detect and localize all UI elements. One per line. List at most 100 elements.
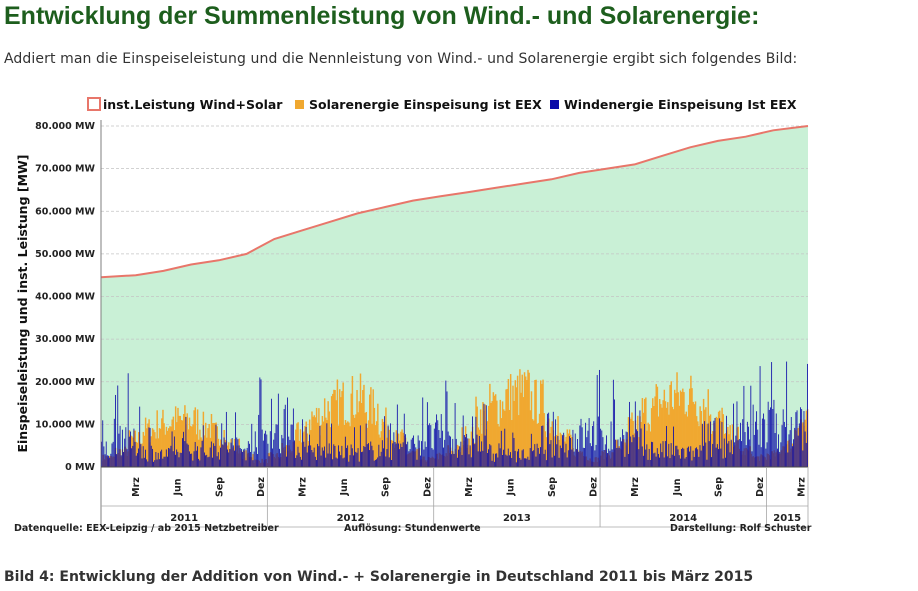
wind-bar [340, 455, 342, 467]
wind-bar [253, 451, 255, 467]
solar-bar [494, 394, 497, 467]
wind-bar [175, 454, 176, 467]
solar-bar [624, 442, 626, 467]
wind-bar [782, 409, 784, 467]
wind-bar [690, 446, 692, 467]
solar-bar [678, 405, 681, 467]
wind-bar [662, 441, 664, 467]
wind-bar [203, 452, 205, 467]
wind-bar [358, 461, 360, 467]
wind-bar [184, 441, 186, 467]
wind-bar [368, 443, 369, 467]
solar-bar [716, 417, 719, 467]
solar-bar [350, 393, 352, 467]
plot-area [101, 125, 808, 467]
solar-bar [553, 436, 556, 467]
solar-bar [670, 381, 672, 467]
solar-bar [332, 393, 334, 467]
wind-bar [625, 431, 627, 467]
wind-bar [152, 448, 153, 467]
wind-bar [200, 447, 202, 467]
wind-bar [502, 455, 503, 467]
wind-bar [733, 403, 734, 467]
wind-bar [344, 436, 346, 467]
wind-bar [451, 454, 453, 467]
wind-bar [677, 449, 679, 467]
solar-bar [338, 389, 341, 467]
solar-bar [514, 380, 517, 467]
solar-bar [491, 401, 493, 467]
wind-bar [453, 453, 455, 467]
wind-bar [693, 456, 695, 467]
wind-bar [691, 460, 693, 467]
solar-bar [416, 449, 418, 467]
y-tick-label: 50.000 MW [35, 249, 95, 260]
solar-bar [503, 409, 505, 467]
solar-bar [320, 425, 322, 467]
wind-bar [760, 447, 762, 467]
wind-bar [170, 445, 172, 467]
wind-bar [723, 438, 725, 467]
wind-bar [648, 448, 650, 467]
wind-bar [681, 449, 682, 467]
solar-bar [558, 439, 560, 467]
wind-bar [220, 447, 221, 467]
x-month-label: Jun [173, 478, 184, 496]
solar-bar [647, 422, 649, 467]
wind-bar [268, 456, 270, 467]
wind-bar [417, 435, 419, 467]
x-year-label: 2015 [773, 513, 801, 524]
solar-bar [325, 417, 327, 467]
wind-bar [676, 445, 678, 467]
solar-bar [530, 391, 533, 467]
wind-bar [667, 456, 669, 467]
wind-bar [564, 452, 566, 467]
wind-bar [155, 451, 157, 467]
wind-bar [335, 457, 337, 467]
wind-bar [295, 457, 297, 467]
wind-bar [319, 425, 321, 467]
wind-bar [401, 446, 403, 467]
legend-label-wind: Windenergie Einspeisung Ist EEX [564, 97, 797, 112]
wind-bar [134, 441, 136, 467]
wind-bar [761, 418, 763, 467]
solar-bar [512, 385, 514, 467]
wind-bar [432, 449, 434, 467]
solar-bar [156, 410, 158, 467]
x-month-label: Mrz [298, 477, 309, 497]
wind-bar [221, 423, 223, 467]
wind-bar [705, 442, 707, 467]
wind-bar [238, 445, 240, 467]
wind-bar [425, 446, 427, 467]
y-tick-label: 70.000 MW [35, 164, 95, 175]
solar-bar [655, 384, 657, 467]
wind-bar [103, 446, 105, 467]
wind-bar [355, 451, 357, 467]
wind-bar [787, 452, 789, 467]
wind-bar [383, 448, 384, 467]
wind-bar [581, 427, 583, 467]
wind-bar [145, 449, 146, 467]
wind-bar [559, 445, 561, 467]
wind-bar [603, 450, 605, 467]
solar-bar [715, 416, 718, 467]
wind-bar [649, 459, 651, 467]
wind-bar [602, 437, 604, 467]
wind-bar [208, 456, 210, 467]
wind-bar [518, 448, 520, 467]
wind-bar [405, 434, 406, 467]
wind-bar [767, 401, 769, 467]
solar-bar [660, 404, 662, 467]
solar-bar [370, 387, 372, 467]
x-month-label: Mrz [797, 477, 808, 497]
wind-bar [490, 445, 492, 467]
wind-bar [206, 454, 208, 467]
wind-bar [424, 441, 426, 467]
wind-bar [288, 436, 290, 467]
wind-bar [115, 394, 116, 467]
wind-bar [165, 449, 167, 467]
wind-bar [692, 450, 694, 467]
wind-bar [688, 446, 689, 467]
wind-bar [750, 385, 752, 467]
wind-bar [642, 455, 644, 467]
